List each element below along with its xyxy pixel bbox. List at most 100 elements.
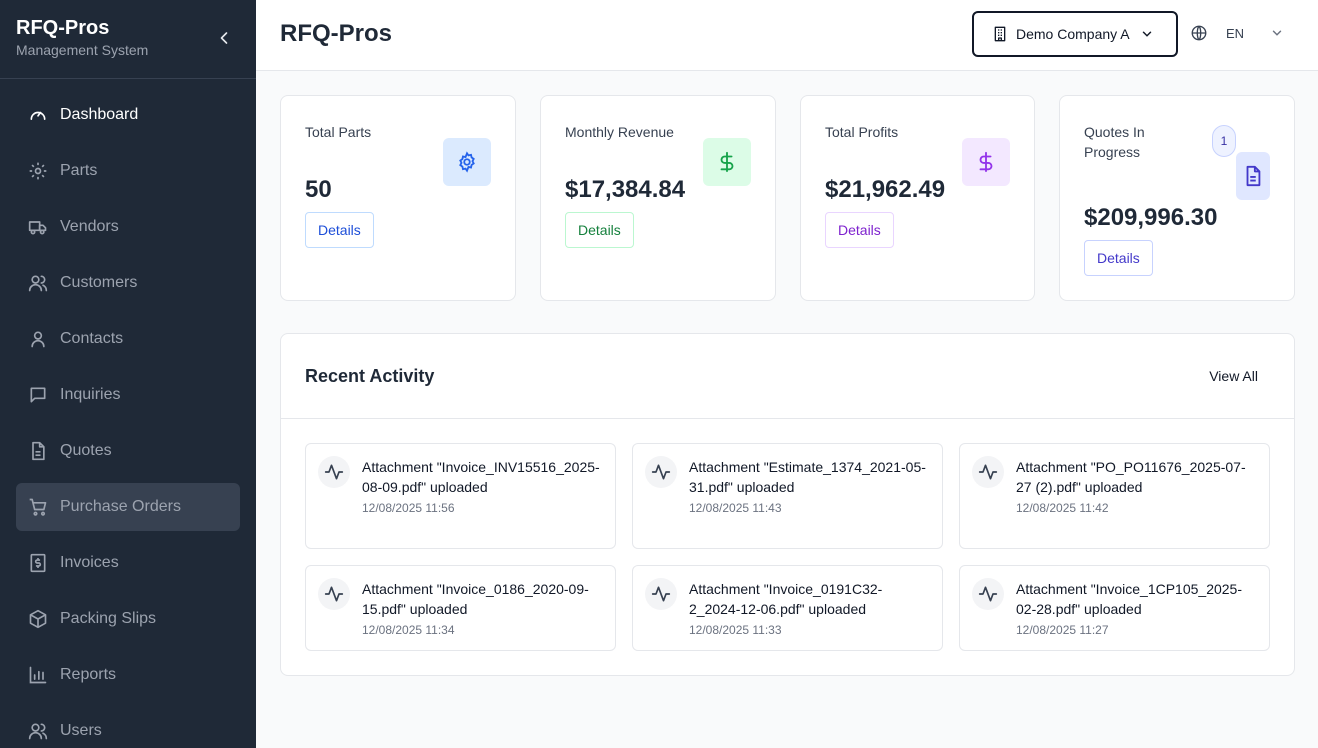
top-header: RFQ-Pros Demo Company A EN [256,0,1318,71]
activity-item[interactable]: Attachment "Invoice_0191C32-2_2024-12-06… [632,565,943,651]
stat-card-total-profits: Total Profits $21,962.49 Details [800,95,1035,301]
sidebar-item-label: Invoices [60,554,119,571]
gear-icon [28,161,48,181]
sidebar-item-parts[interactable]: Parts [16,147,240,195]
sidebar-item-label: Vendors [60,218,119,235]
stat-card-total-parts: Total Parts 50 Details [280,95,516,301]
activity-time: 12/08/2025 11:33 [689,623,782,637]
app-title: RFQ-Pros [16,17,110,39]
stat-card-quotes-in-progress: Quotes In Progress 1 $209,996.30 Details [1059,95,1295,301]
count-badge: 1 [1212,125,1236,157]
sidebar-item-contacts[interactable]: Contacts [16,315,240,363]
activity-time: 12/08/2025 11:34 [362,623,455,637]
recent-activity-panel: Recent Activity View All Attachment "Inv… [280,333,1295,676]
details-button[interactable]: Details [565,212,634,248]
sidebar-header: RFQ-Pros Management System [0,0,256,79]
activity-time: 12/08/2025 11:56 [362,501,455,515]
sidebar-item-invoices[interactable]: Invoices [16,539,240,587]
sidebar-item-customers[interactable]: Customers [16,259,240,307]
activity-item[interactable]: Attachment "Invoice_INV15516_2025-08-09.… [305,443,616,549]
app-subtitle: Management System [16,42,149,58]
activity-item[interactable]: Attachment "Estimate_1374_2021-05-31.pdf… [632,443,943,549]
sidebar-item-label: Purchase Orders [60,498,181,515]
activity-content: Attachment "Invoice_0186_2020-09-15.pdf"… [362,579,603,639]
truck-icon [28,217,48,237]
activity-pulse-icon [972,456,1004,488]
file-text-icon [1236,152,1270,200]
activity-text: Attachment "Estimate_1374_2021-05-31.pdf… [689,459,926,495]
details-button[interactable]: Details [1084,240,1153,276]
sidebar-item-users[interactable]: Users [16,707,240,748]
chevron-down-icon [1142,31,1151,37]
receipt-dollar-icon [28,553,48,573]
card-label: Total Profits [825,124,899,140]
activity-text: Attachment "Invoice_INV15516_2025-08-09.… [362,459,600,495]
card-label: Monthly Revenue [565,124,674,140]
package-icon [28,609,48,629]
sidebar-item-purchase-orders[interactable]: Purchase Orders [16,483,240,531]
dollar-icon [703,138,751,186]
activity-content: Attachment "Invoice_1CP105_2025-02-28.pd… [1016,579,1257,639]
activity-text: Attachment "Invoice_0186_2020-09-15.pdf"… [362,581,589,617]
sidebar-item-label: Inquiries [60,386,121,403]
details-button[interactable]: Details [825,212,894,248]
activity-content: Attachment "Invoice_0191C32-2_2024-12-06… [689,579,930,639]
sidebar-nav: Dashboard Parts Vendors Customers Contac… [0,79,256,748]
card-value: $17,384.84 [565,176,686,203]
bar-chart-icon [28,665,48,685]
activity-item[interactable]: Attachment "Invoice_1CP105_2025-02-28.pd… [959,565,1270,651]
recent-activity-title: Recent Activity [305,366,435,386]
sidebar-item-dashboard[interactable]: Dashboard [16,91,240,139]
activity-pulse-icon [318,578,350,610]
recent-activity-header: Recent Activity View All [281,334,1294,419]
activity-content: Attachment "Invoice_INV15516_2025-08-09.… [362,457,603,517]
language-selector[interactable]: EN [1190,24,1284,42]
sidebar-item-reports[interactable]: Reports [16,651,240,699]
sidebar-item-label: Parts [60,162,98,179]
message-icon [28,385,48,405]
company-selector[interactable]: Demo Company A [972,11,1178,57]
sidebar-item-vendors[interactable]: Vendors [16,203,240,251]
stat-card-monthly-revenue: Monthly Revenue $17,384.84 Details [540,95,776,301]
chevron-left-icon[interactable] [214,28,234,48]
sidebar-item-inquiries[interactable]: Inquiries [16,371,240,419]
sidebar-item-quotes[interactable]: Quotes [16,427,240,475]
language-code: EN [1226,25,1245,41]
card-value: $21,962.49 [825,176,946,203]
activity-time: 12/08/2025 11:27 [1016,623,1109,637]
card-label: Quotes In Progress [1084,124,1145,160]
activity-pulse-icon [318,456,350,488]
activity-item[interactable]: Attachment "PO_PO11676_2025-07-27 (2).pd… [959,443,1270,549]
chevron-down-icon [1272,30,1282,36]
activity-text: Attachment "Invoice_1CP105_2025-02-28.pd… [1016,581,1243,617]
file-icon [28,441,48,461]
activity-pulse-icon [645,578,677,610]
sidebar-item-packing-slips[interactable]: Packing Slips [16,595,240,643]
sidebar-item-label: Contacts [60,330,124,347]
card-value: 50 [305,176,332,203]
sidebar-item-label: Customers [60,274,138,291]
users-icon [28,273,48,293]
cart-icon [28,497,48,517]
card-value: $209,996.30 [1084,204,1218,231]
sidebar: RFQ-Pros Management System Dashboard Par… [0,0,256,748]
dollar-icon [962,138,1010,186]
activity-item[interactable]: Attachment "Invoice_0186_2020-09-15.pdf"… [305,565,616,651]
sidebar-item-label: Packing Slips [60,610,157,627]
dashboard-gauge-icon [28,105,48,125]
company-name: Demo Company A [1016,26,1130,42]
users-icon [28,721,48,741]
user-icon [28,329,48,349]
page-title: RFQ-Pros [280,20,393,47]
view-all-link[interactable]: View All [1209,368,1258,384]
sidebar-item-label: Quotes [60,442,112,459]
activity-time: 12/08/2025 11:42 [1016,501,1109,515]
activity-text: Attachment "Invoice_0191C32-2_2024-12-06… [689,581,883,617]
activity-pulse-icon [645,456,677,488]
details-button[interactable]: Details [305,212,374,248]
sidebar-item-label: Reports [60,666,117,683]
activity-time: 12/08/2025 11:43 [689,501,782,515]
sidebar-item-label: Users [60,722,102,739]
card-label: Total Parts [305,124,372,140]
gear-icon [443,138,491,186]
